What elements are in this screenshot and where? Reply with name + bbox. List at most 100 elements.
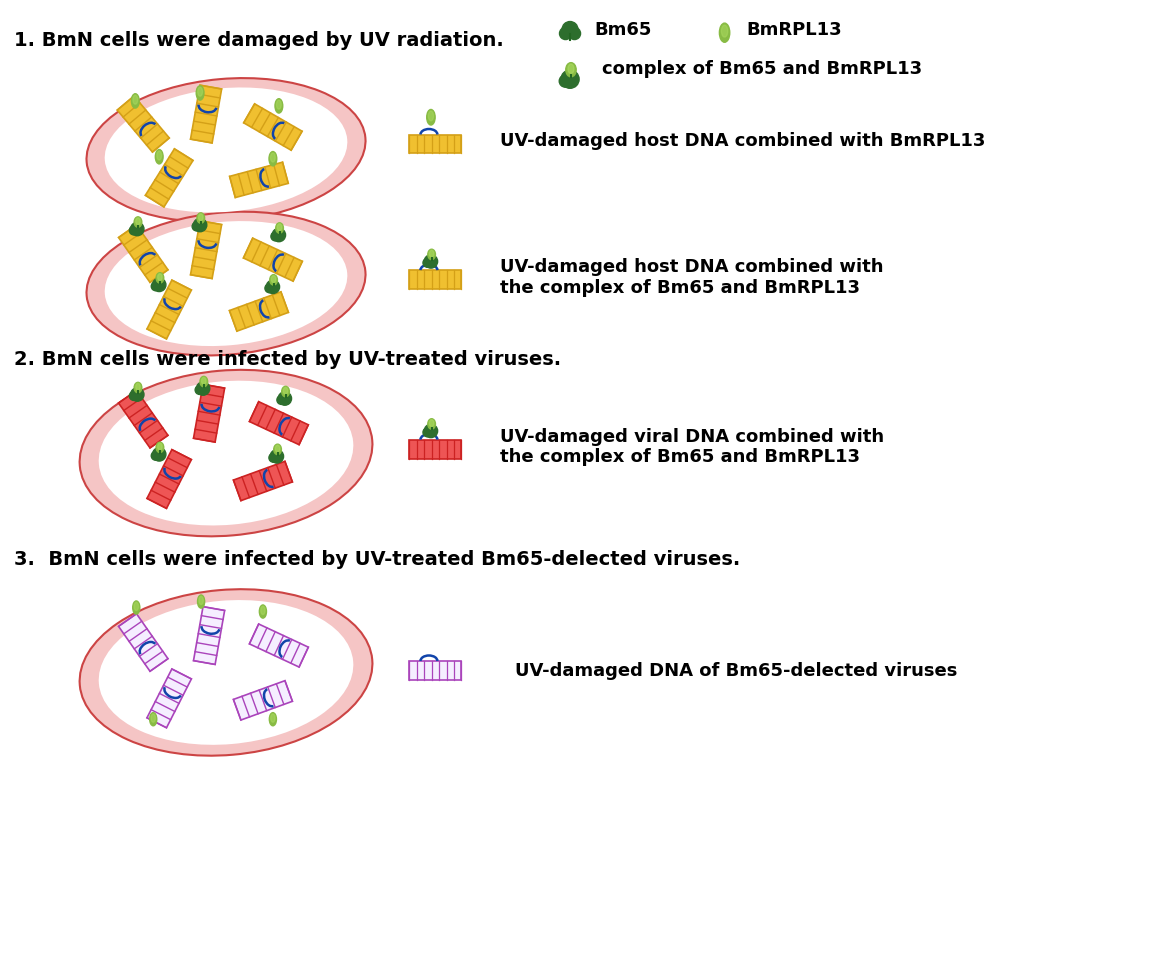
Text: 3.  BmN cells were infected by UV-treated Bm65-delected viruses.: 3. BmN cells were infected by UV-treated…: [14, 550, 739, 568]
Ellipse shape: [197, 213, 205, 224]
Ellipse shape: [133, 602, 140, 614]
Ellipse shape: [105, 88, 347, 213]
Circle shape: [265, 284, 274, 293]
Circle shape: [271, 450, 283, 463]
Ellipse shape: [87, 212, 366, 357]
Ellipse shape: [271, 154, 275, 162]
Ellipse shape: [201, 378, 206, 385]
Ellipse shape: [720, 24, 730, 43]
Ellipse shape: [275, 224, 283, 234]
Ellipse shape: [80, 370, 373, 537]
Polygon shape: [118, 614, 168, 672]
Ellipse shape: [149, 713, 157, 726]
Circle shape: [130, 227, 138, 235]
Circle shape: [559, 76, 572, 88]
Polygon shape: [193, 607, 224, 665]
Ellipse shape: [87, 79, 366, 223]
Polygon shape: [147, 281, 191, 339]
Ellipse shape: [281, 387, 289, 398]
Ellipse shape: [132, 94, 139, 109]
Ellipse shape: [259, 605, 266, 619]
Ellipse shape: [98, 382, 353, 526]
Ellipse shape: [568, 65, 574, 74]
Polygon shape: [191, 222, 222, 280]
Polygon shape: [250, 625, 309, 667]
Circle shape: [131, 388, 143, 402]
Ellipse shape: [277, 101, 281, 111]
Ellipse shape: [198, 596, 205, 608]
Ellipse shape: [278, 225, 282, 232]
Ellipse shape: [105, 222, 347, 347]
Ellipse shape: [429, 420, 434, 428]
Circle shape: [268, 454, 278, 463]
Polygon shape: [118, 391, 168, 449]
Polygon shape: [234, 681, 293, 721]
Ellipse shape: [198, 88, 202, 97]
Circle shape: [192, 223, 201, 232]
Polygon shape: [191, 86, 222, 144]
Circle shape: [423, 429, 432, 437]
Text: 1. BmN cells were damaged by UV radiation.: 1. BmN cells were damaged by UV radiatio…: [14, 32, 503, 50]
Circle shape: [153, 448, 165, 461]
Circle shape: [277, 396, 286, 405]
Ellipse shape: [429, 251, 434, 258]
Ellipse shape: [134, 217, 142, 228]
Circle shape: [196, 386, 204, 395]
Circle shape: [272, 229, 286, 242]
Circle shape: [197, 382, 209, 396]
Ellipse shape: [135, 384, 140, 391]
Polygon shape: [243, 239, 302, 282]
Circle shape: [152, 452, 160, 460]
Ellipse shape: [270, 713, 277, 726]
Text: Bm65: Bm65: [594, 21, 651, 39]
Ellipse shape: [272, 277, 275, 283]
Ellipse shape: [566, 63, 576, 78]
Polygon shape: [229, 163, 288, 198]
Polygon shape: [146, 150, 193, 208]
Text: UV-damaged host DNA combined with
the complex of Bm65 and BmRPL13: UV-damaged host DNA combined with the co…: [500, 258, 884, 297]
Ellipse shape: [80, 590, 373, 756]
Circle shape: [425, 256, 437, 269]
Ellipse shape: [134, 382, 142, 393]
Ellipse shape: [135, 219, 140, 226]
Circle shape: [193, 219, 207, 233]
Polygon shape: [234, 462, 293, 501]
Ellipse shape: [260, 606, 265, 615]
Polygon shape: [229, 292, 288, 332]
Ellipse shape: [134, 603, 139, 611]
Polygon shape: [147, 450, 191, 509]
Ellipse shape: [274, 445, 281, 456]
Ellipse shape: [275, 446, 280, 453]
Ellipse shape: [428, 419, 435, 430]
Ellipse shape: [156, 443, 164, 454]
Text: complex of Bm65 and BmRPL13: complex of Bm65 and BmRPL13: [602, 61, 922, 78]
Ellipse shape: [155, 151, 163, 164]
Ellipse shape: [156, 273, 164, 283]
Circle shape: [152, 283, 160, 291]
Ellipse shape: [197, 86, 204, 101]
Ellipse shape: [133, 96, 138, 105]
Ellipse shape: [283, 388, 288, 395]
Circle shape: [423, 259, 432, 268]
Polygon shape: [410, 661, 462, 680]
Polygon shape: [118, 226, 168, 283]
Circle shape: [130, 392, 138, 401]
Circle shape: [271, 233, 280, 241]
Circle shape: [568, 29, 581, 40]
Circle shape: [278, 392, 292, 406]
Ellipse shape: [721, 26, 728, 38]
Ellipse shape: [98, 601, 353, 745]
Ellipse shape: [199, 597, 204, 604]
Circle shape: [562, 22, 578, 38]
Circle shape: [266, 281, 280, 294]
Ellipse shape: [275, 100, 282, 114]
Polygon shape: [410, 271, 462, 290]
Ellipse shape: [268, 153, 277, 167]
Circle shape: [153, 279, 165, 292]
Ellipse shape: [157, 444, 162, 451]
Ellipse shape: [270, 276, 278, 285]
Circle shape: [560, 29, 572, 40]
Polygon shape: [410, 440, 462, 459]
Text: UV-damaged DNA of Bm65-delected viruses: UV-damaged DNA of Bm65-delected viruses: [515, 662, 958, 679]
Polygon shape: [250, 403, 309, 445]
